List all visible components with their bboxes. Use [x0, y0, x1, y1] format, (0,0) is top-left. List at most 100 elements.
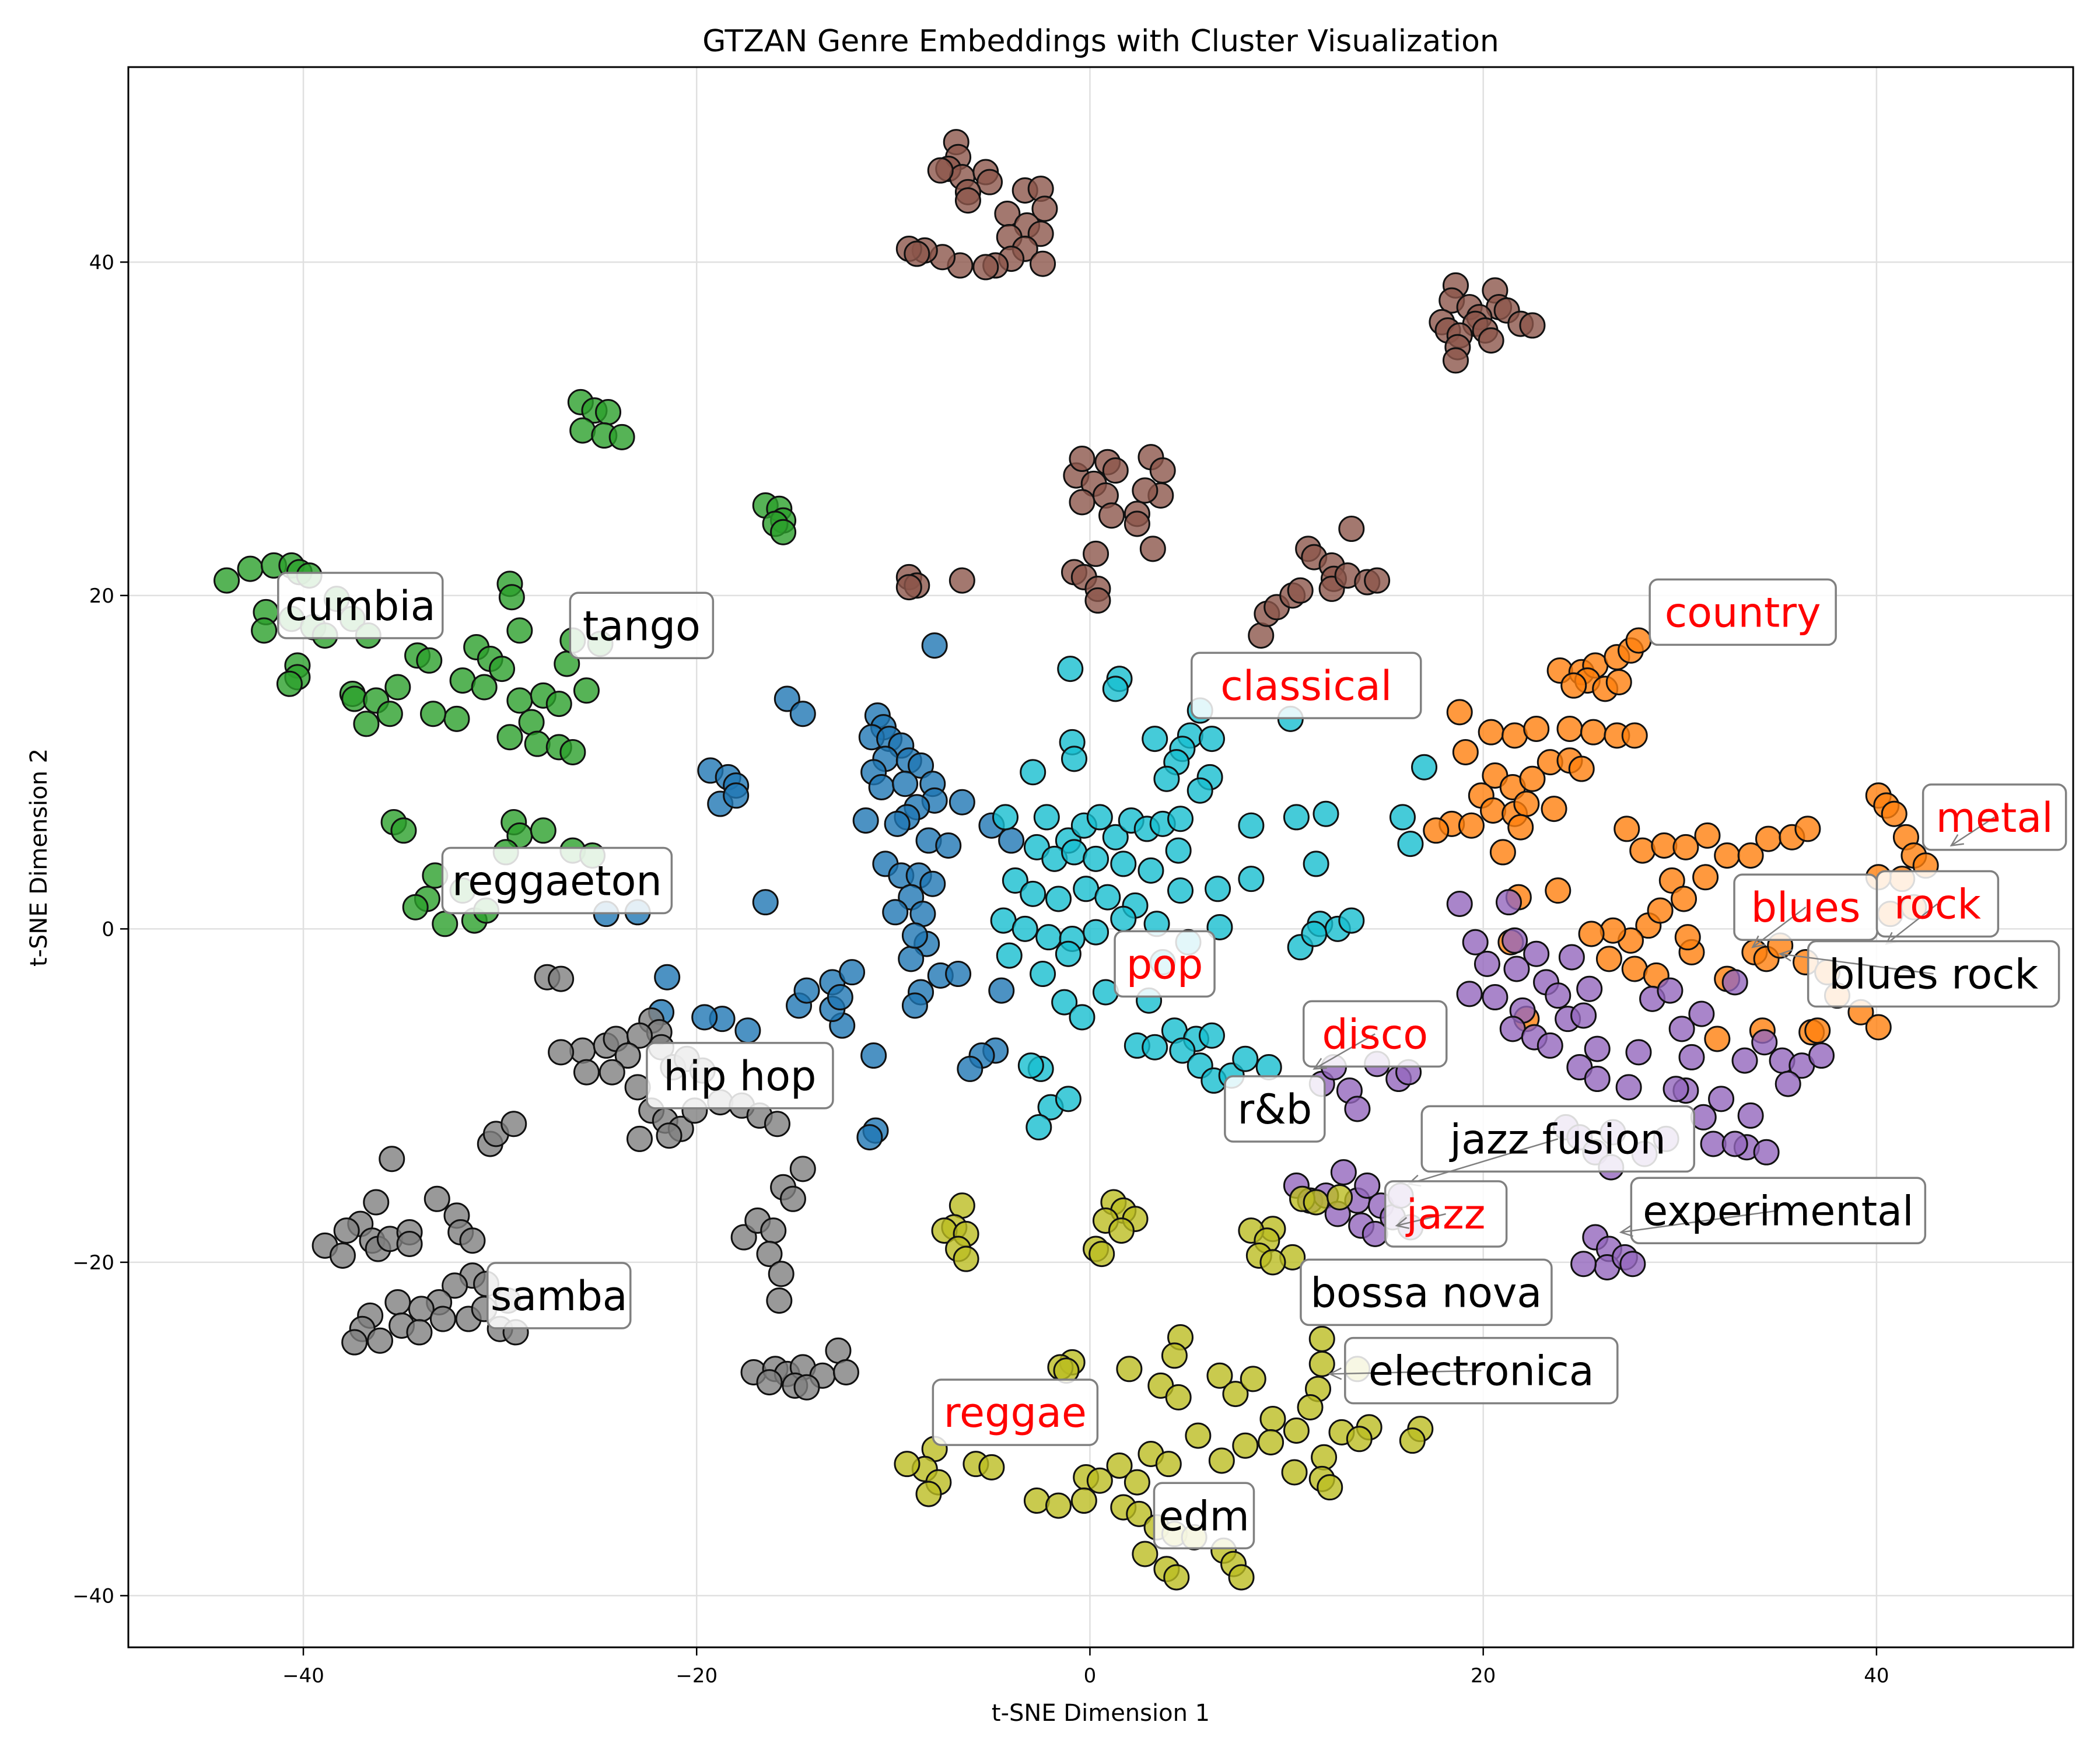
data-point [1167, 877, 1194, 904]
annotation-label: blues rock [1829, 951, 2039, 999]
data-point [988, 977, 1015, 1004]
data-point [329, 1242, 356, 1269]
data-point [901, 922, 928, 949]
data-point [366, 1327, 393, 1354]
data-point [1083, 540, 1110, 567]
data-point [1478, 719, 1504, 746]
annotation-label: r&b [1237, 1086, 1312, 1133]
data-point [1399, 1427, 1426, 1454]
data-point [1452, 738, 1479, 765]
data-point [1086, 804, 1113, 831]
data-point [276, 670, 303, 697]
data-point [1222, 1381, 1249, 1408]
data-point [1446, 891, 1473, 918]
data-point [1301, 921, 1328, 947]
annotation-arrow [1396, 1213, 1446, 1227]
data-point [760, 1217, 787, 1244]
data-point [1083, 919, 1110, 946]
data-point [1297, 1394, 1324, 1421]
data-point [1714, 842, 1741, 869]
data-point [489, 656, 516, 682]
data-point [1503, 956, 1530, 982]
data-point [406, 1319, 433, 1346]
series-cluster-cyan [990, 656, 1438, 1140]
annotations: cumbia tango reggaeton hip hop samba classica… [277, 572, 2067, 1549]
annotation-arrow [1314, 1033, 1376, 1070]
annotation-label: cumbia [285, 582, 436, 630]
data-point [569, 417, 596, 444]
annotation-edm: edm [1153, 1482, 1255, 1549]
data-point [1238, 812, 1265, 839]
y-tick-label: −20 [72, 1251, 114, 1275]
annotation-box [1224, 1075, 1326, 1143]
data-point [1060, 746, 1087, 772]
data-point [908, 752, 935, 779]
data-point [573, 677, 600, 704]
y-axis-label: t-SNE Dimension 2 [26, 748, 52, 967]
data-point [1389, 804, 1416, 831]
axes-frame [127, 66, 2074, 1648]
data-point [1688, 1000, 1715, 1027]
data-point [1069, 446, 1096, 473]
data-point [1668, 1016, 1695, 1042]
data-point [1462, 929, 1489, 956]
data-point [1354, 1172, 1381, 1199]
y-axis-ticks: −40 −20 0 20 40 [72, 251, 128, 1608]
data-point [1605, 668, 1632, 695]
data-point [559, 738, 586, 765]
data-point [1523, 940, 1550, 967]
annotation-label: hip hop [663, 1052, 816, 1100]
data-point [770, 519, 797, 545]
annotation-experimental: experimental [1619, 1177, 1927, 1245]
data-point [595, 399, 622, 426]
data-point [1094, 884, 1121, 911]
data-point [904, 240, 930, 267]
annotation-box [932, 1378, 1099, 1446]
annotation-label: classical [1220, 662, 1392, 710]
annotation-arrowhead [1328, 1367, 1342, 1380]
data-point [1232, 1045, 1259, 1072]
data-point [892, 771, 919, 797]
data-point [1069, 489, 1096, 516]
data-point [768, 1261, 794, 1287]
data-point [1621, 956, 1648, 982]
data-point [379, 1146, 405, 1172]
data-point [1560, 672, 1587, 699]
data-point [1106, 1452, 1133, 1479]
annotation-label: pop [1126, 940, 1203, 988]
y-tick-label: 0 [102, 918, 114, 941]
data-point [1662, 1076, 1689, 1102]
data-point [1206, 1362, 1233, 1389]
data-point [1658, 867, 1685, 894]
data-point [1153, 765, 1180, 792]
data-point [1020, 880, 1046, 907]
data-point [1344, 1096, 1371, 1122]
data-point [1186, 777, 1213, 804]
data-point [1132, 477, 1158, 504]
data-point [1519, 312, 1546, 339]
x-tick-label: 20 [1471, 1664, 1496, 1688]
annotation-arrow [1620, 1210, 1779, 1233]
data-point [1478, 327, 1504, 354]
data-point [1012, 915, 1038, 942]
data-point [471, 674, 498, 701]
data-point [1102, 676, 1129, 702]
data-point [1240, 1366, 1266, 1392]
annotation-hip-hop: hip hop [646, 1042, 834, 1110]
data-point [1102, 457, 1129, 484]
data-point [1167, 806, 1194, 832]
data-point [1259, 1249, 1286, 1276]
data-point [1625, 627, 1652, 654]
data-point [1149, 457, 1176, 484]
data-point [1084, 587, 1111, 614]
annotation-label: tango [583, 602, 701, 650]
data-point [402, 894, 429, 921]
data-point [752, 889, 779, 916]
chart-title: GTZAN Genre Embeddings with Cluster Visu… [702, 24, 1499, 59]
data-point [1069, 1004, 1096, 1031]
data-point [1317, 1474, 1343, 1501]
data-point [1326, 1184, 1353, 1210]
data-point [1482, 984, 1508, 1011]
data-point [1083, 845, 1110, 872]
data-point [1155, 1451, 1182, 1478]
